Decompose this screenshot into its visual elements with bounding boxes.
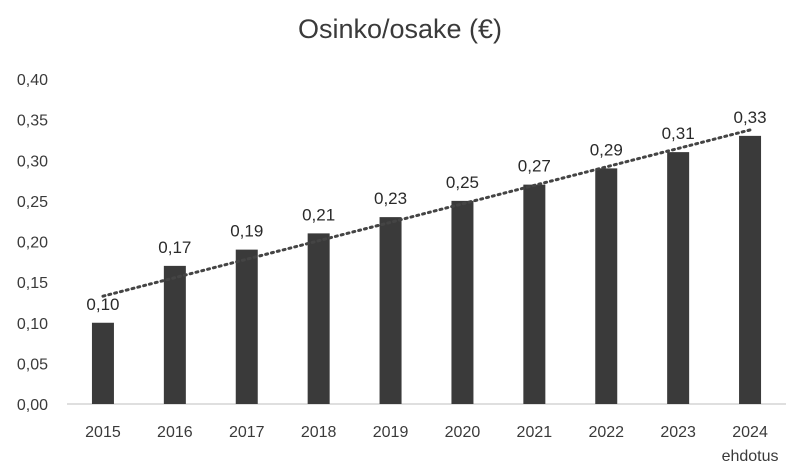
y-tick-label: 0,25: [17, 194, 48, 211]
bar: [739, 135, 762, 404]
bar: [235, 249, 258, 404]
data-label: 0,21: [302, 205, 335, 224]
x-tick-label: 2015: [85, 424, 121, 441]
x-tick-label: 2020: [445, 424, 481, 441]
y-tick-label: 0,05: [17, 356, 48, 373]
x-tick-sublabel: ehdotus: [722, 448, 779, 465]
bar: [163, 265, 186, 404]
bar: [379, 217, 402, 404]
bar: [91, 322, 114, 404]
y-tick-label: 0,15: [17, 275, 48, 292]
data-label: 0,27: [518, 157, 551, 176]
bar: [595, 168, 618, 404]
x-tick-label: 2024: [732, 424, 768, 441]
x-tick-label: 2023: [660, 424, 696, 441]
data-label: 0,33: [734, 108, 767, 127]
y-tick-label: 0,35: [17, 113, 48, 130]
bar: [451, 200, 474, 404]
data-label: 0,31: [662, 124, 695, 143]
y-tick-label: 0,20: [17, 235, 48, 252]
y-tick-label: 0,40: [17, 72, 48, 89]
bar: [667, 152, 690, 404]
x-tick-label: 2018: [301, 424, 337, 441]
trendline: [101, 128, 752, 298]
chart-title: Osinko/osake (€): [297, 14, 503, 44]
data-label: 0,29: [590, 140, 623, 159]
x-tick-label: 2019: [373, 424, 409, 441]
y-tick-label: 0,10: [17, 316, 48, 333]
x-tick-label: 2022: [588, 424, 624, 441]
data-label: 0,19: [230, 222, 263, 241]
x-tick-label: 2021: [517, 424, 553, 441]
x-tick-label: 2017: [229, 424, 265, 441]
bar: [523, 184, 546, 404]
y-tick-label: 0,00: [17, 397, 48, 414]
data-label: 0,17: [158, 238, 191, 257]
data-label: 0,25: [446, 173, 479, 192]
data-label: 0,23: [374, 189, 407, 208]
x-tick-label: 2016: [157, 424, 193, 441]
data-label: 0,10: [86, 295, 119, 314]
bar: [307, 233, 330, 404]
y-tick-label: 0,30: [17, 153, 48, 170]
